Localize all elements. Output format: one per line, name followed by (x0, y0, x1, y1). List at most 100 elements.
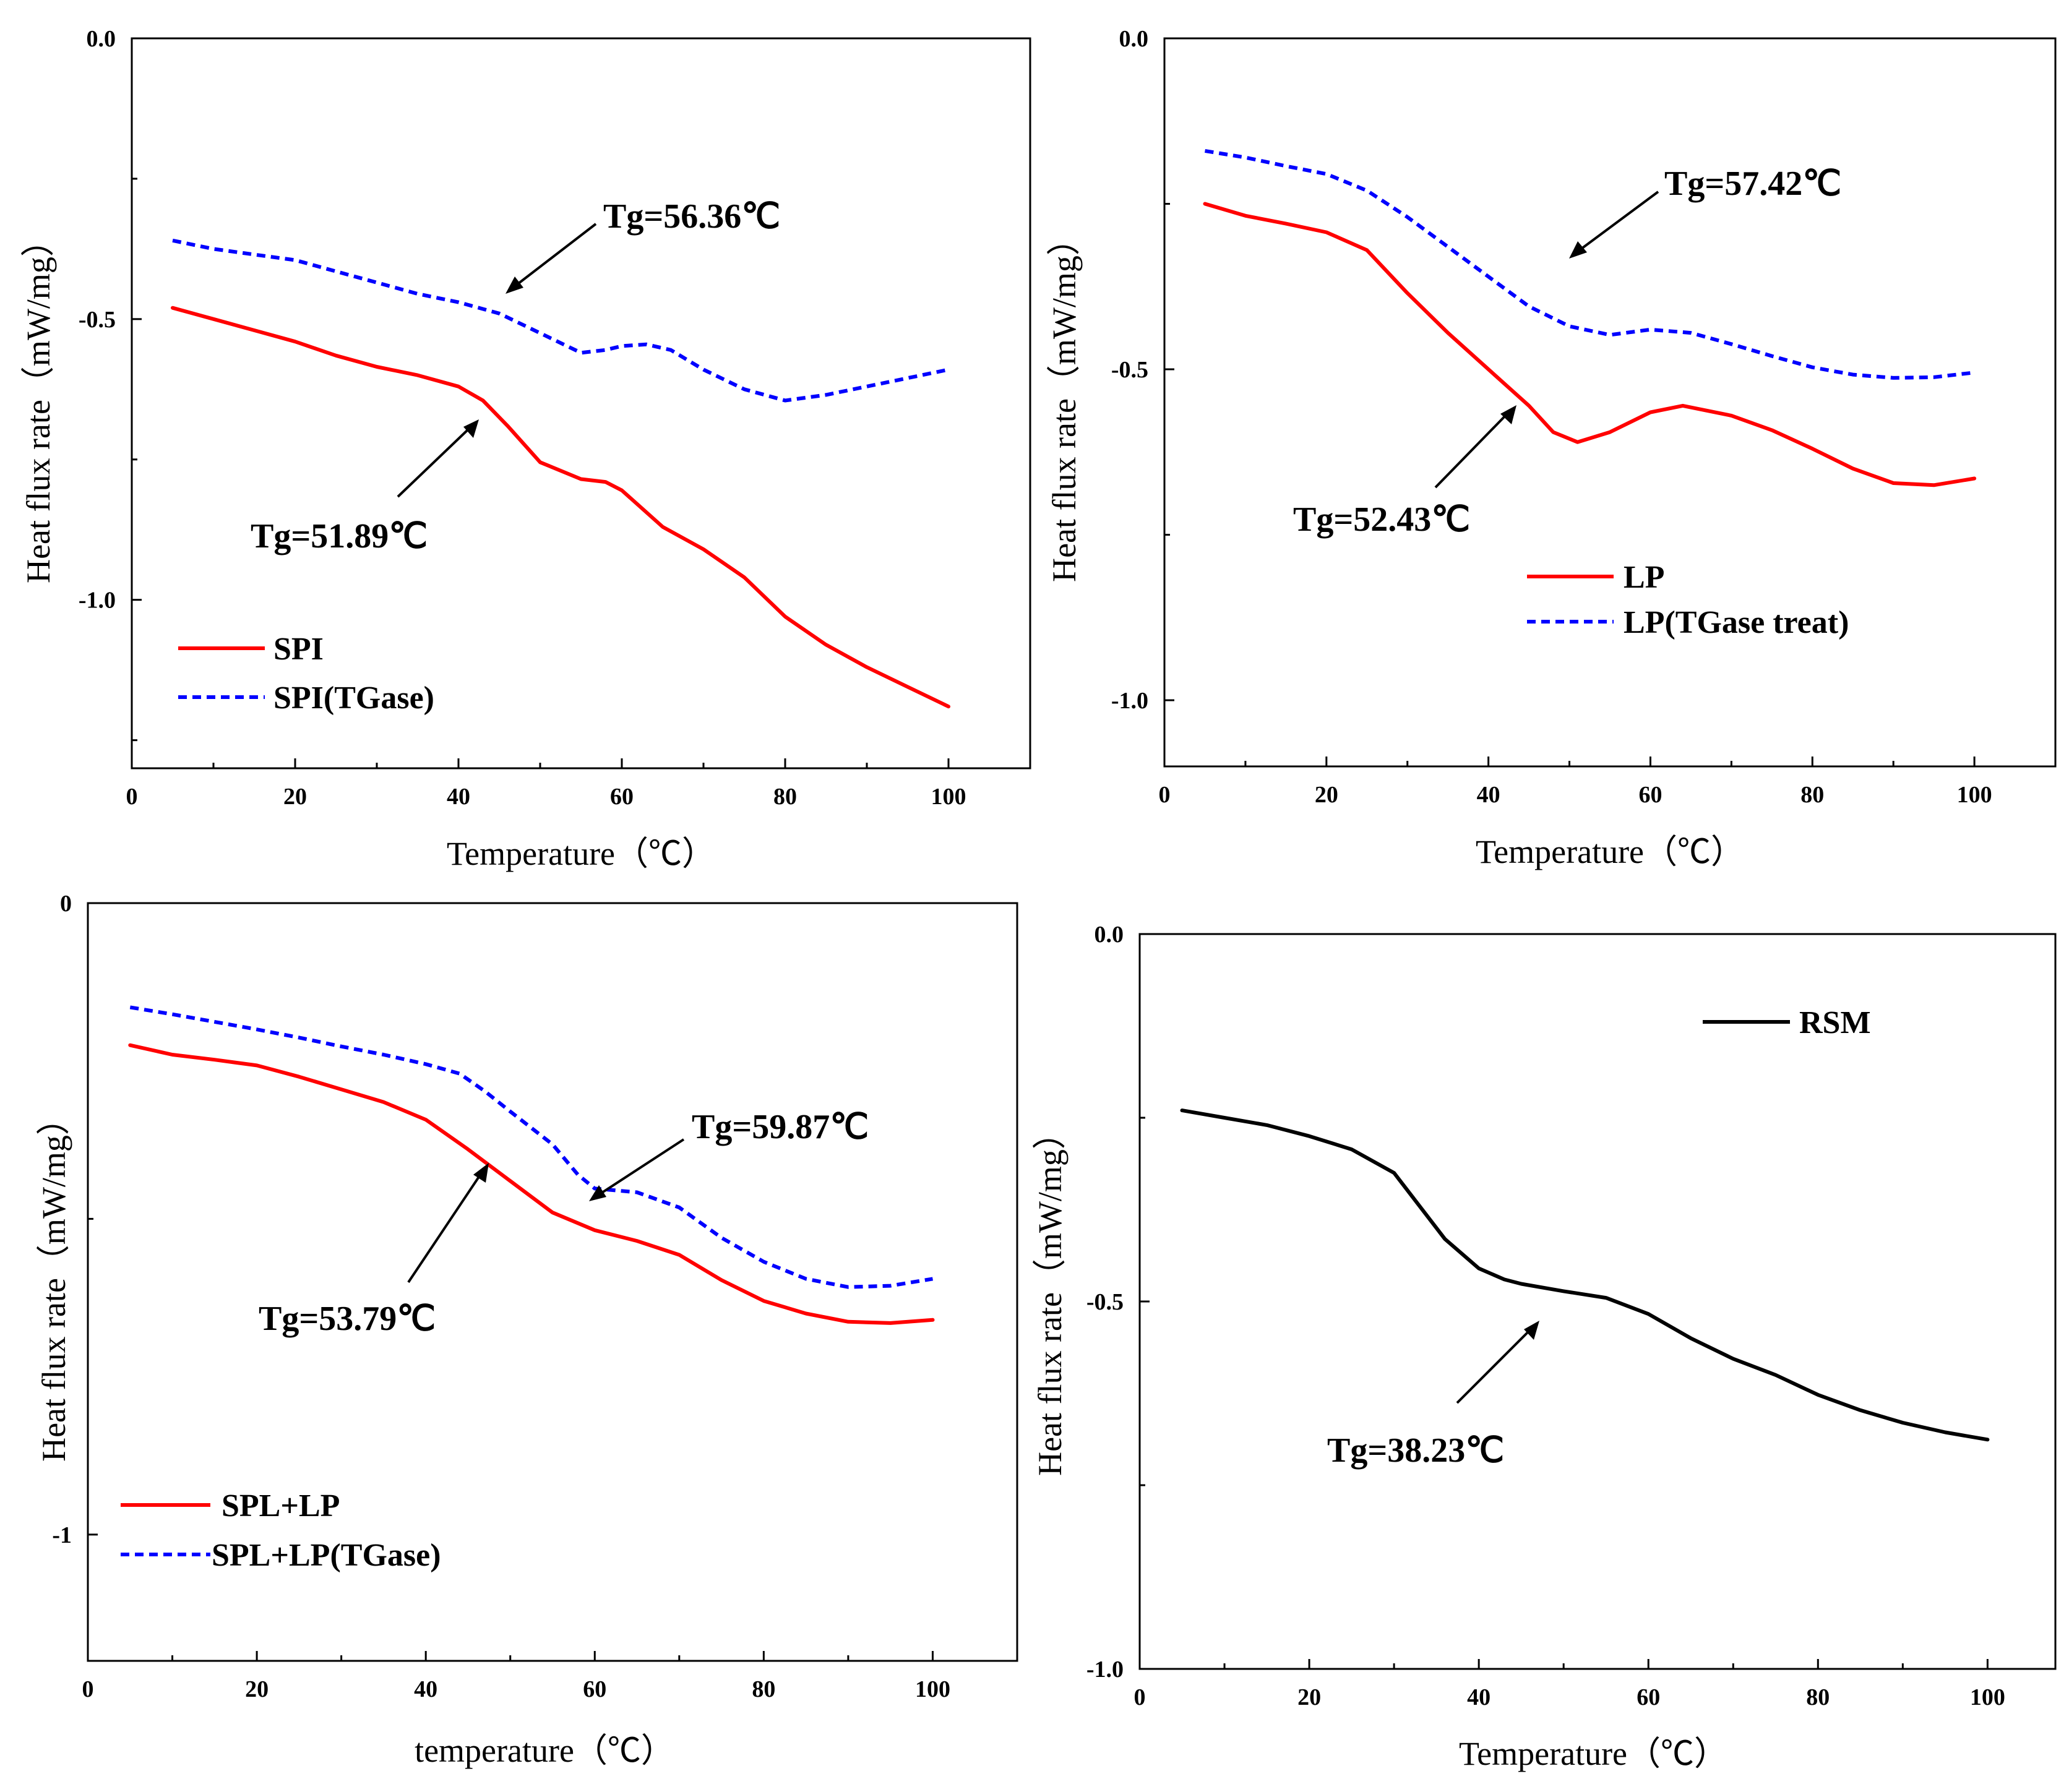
series-line-rsm (1180, 1108, 1990, 1442)
legend-label-lp-tgase: LP(TGase treat) (1624, 605, 1849, 640)
x-tick-label: 80 (1800, 782, 1824, 808)
y-tick-label: -1 (52, 1522, 72, 1548)
y-tick-label: 0.0 (1119, 26, 1149, 52)
annotation-arrow (514, 223, 597, 287)
x-tick-label: 0 (126, 784, 138, 810)
annotation-label: Tg=51.89℃ (251, 517, 428, 555)
annotation-label: Tg=52.43℃ (1293, 500, 1470, 539)
x-tick-label: 20 (245, 1676, 269, 1702)
arrowhead-icon (589, 1185, 606, 1201)
annotation-tg-native: Tg=51.89℃ (251, 419, 479, 555)
x-tick-label: 20 (1297, 1684, 1321, 1710)
series-line-spi (171, 306, 950, 709)
legend: SPI SPI(TGase) (178, 632, 434, 716)
x-tick-label: 40 (447, 784, 470, 810)
y-axis-label: Heat flux rate（mW/mg） (35, 1102, 72, 1462)
annotation-arrow (1456, 1329, 1531, 1404)
legend-label-spl-lp: SPL+LP (222, 1488, 340, 1524)
x-tick-label: 100 (1970, 1684, 2005, 1710)
arrowhead-icon (1500, 405, 1516, 424)
x-tick-label: 40 (1477, 782, 1500, 808)
annotation-arrow (1434, 413, 1508, 489)
x-axis-ticks: 0 20 40 60 80 100 (82, 1651, 950, 1702)
x-tick-label: 40 (414, 1676, 437, 1702)
y-axis-ticks: 0 -1 (52, 891, 98, 1548)
y-axis-ticks: 0.0 -0.5 -1.0 (1086, 922, 1150, 1683)
y-tick-label: 0 (60, 891, 72, 917)
legend-label-rsm: RSM (1799, 1005, 1871, 1040)
arrowhead-icon (1524, 1321, 1539, 1340)
legend-label-lp: LP (1624, 560, 1664, 595)
x-tick-label: 40 (1467, 1684, 1490, 1710)
x-tick-label: 100 (915, 1676, 950, 1702)
arrowhead-icon (505, 277, 523, 294)
x-axis-label: temperature（℃） (415, 1732, 674, 1769)
y-tick-label: -1.0 (79, 588, 116, 614)
chart-panel-spl-lp: 0 20 40 60 80 100 0 -1 temperature（℃） Heat flu… (35, 891, 1018, 1769)
annotation-label: Tg=38.23℃ (1327, 1431, 1504, 1470)
x-tick-label: 20 (1315, 782, 1338, 808)
annotation-label: Tg=59.87℃ (692, 1108, 869, 1146)
y-tick-label: 0.0 (87, 26, 116, 52)
chart-panel-rsm: 0 20 40 60 80 100 0.0-0.5-1.0 Temperature（℃） … (1031, 922, 2057, 1772)
legend: SPL+LP SPL+LP(TGase) (121, 1488, 441, 1573)
legend-label-spi-tgase: SPI(TGase) (273, 680, 434, 716)
series-lines (1180, 1108, 1990, 1442)
arrowhead-icon (1569, 241, 1587, 259)
plot-area-frame (87, 902, 1018, 1662)
series-lines (128, 1005, 935, 1325)
annotation-arrow (407, 1173, 482, 1284)
annotation-tg-tgase: Tg=56.36℃ (505, 197, 780, 294)
x-tick-label: 80 (1806, 1684, 1830, 1710)
series-lines (1203, 148, 1977, 487)
x-axis-label: Temperature（℃） (447, 835, 715, 872)
y-tick-label: -0.5 (1086, 1289, 1124, 1315)
y-axis-label: Heat flux rate（mW/mg） (1031, 1116, 1069, 1476)
series-lines (171, 238, 950, 709)
series-line-spl-lp (128, 1043, 935, 1325)
annotation-tg: Tg=38.23℃ (1327, 1321, 1539, 1470)
annotation-arrow (599, 1138, 685, 1195)
series-line-spi-tgase (172, 238, 949, 403)
y-tick-label: -0.5 (79, 307, 116, 333)
annotation-tg-tgase: Tg=57.42℃ (1569, 165, 1841, 259)
x-tick-label: 100 (931, 784, 966, 810)
x-axis-label: Temperature（℃） (1476, 833, 1744, 870)
y-axis-label: Heat flux rate（mW/mg） (1046, 222, 1083, 582)
legend: LP LP(TGase treat) (1527, 560, 1849, 640)
x-tick-label: 0 (1134, 1684, 1146, 1710)
annotation-arrow (1578, 191, 1659, 252)
arrowhead-icon (463, 419, 479, 438)
x-tick-label: 0 (82, 1676, 94, 1702)
legend-label-spl-lp-tgase: SPL+LP(TGase) (212, 1538, 441, 1573)
x-axis-label: Temperature（℃） (1459, 1735, 1727, 1772)
x-tick-label: 20 (283, 784, 307, 810)
annotation-label: Tg=53.79℃ (259, 1300, 436, 1338)
annotation-arrow (397, 427, 470, 498)
y-axis-ticks: 0.0 -0.5 -1.0 (79, 26, 142, 742)
x-tick-label: 100 (1957, 782, 1992, 808)
x-tick-label: 80 (752, 1676, 775, 1702)
series-line-lp (1203, 202, 1977, 487)
chart-panel-lp: 0 20 40 60 80 100 0.0-0.5-1.0 Temperature（℃） … (1046, 26, 2057, 870)
x-tick-label: 60 (1638, 782, 1662, 808)
annotation-tg-tgase: Tg=59.87℃ (589, 1108, 869, 1201)
annotation-tg-native: Tg=53.79℃ (259, 1163, 489, 1338)
annotation-tg-native: Tg=52.43℃ (1293, 405, 1516, 539)
legend-label-spi: SPI (273, 632, 324, 667)
series-line-spl-lp-tgase (129, 1005, 933, 1289)
x-tick-label: 60 (1637, 1684, 1660, 1710)
y-tick-label: -1.0 (1111, 688, 1148, 714)
series-line-lp-tgase-treat (1205, 148, 1975, 380)
plot-area-frame (1138, 933, 2057, 1670)
x-tick-label: 0 (1159, 782, 1171, 808)
x-tick-label: 60 (610, 784, 634, 810)
x-tick-label: 80 (773, 784, 797, 810)
x-axis-ticks: 0 20 40 60 80 100 (1134, 1659, 2005, 1710)
y-tick-label: -0.5 (1111, 357, 1148, 383)
plot-area-frame (1163, 37, 2057, 768)
arrowhead-icon (473, 1163, 489, 1183)
annotation-label: Tg=56.36℃ (603, 197, 780, 236)
annotation-label: Tg=57.42℃ (1664, 165, 1841, 203)
